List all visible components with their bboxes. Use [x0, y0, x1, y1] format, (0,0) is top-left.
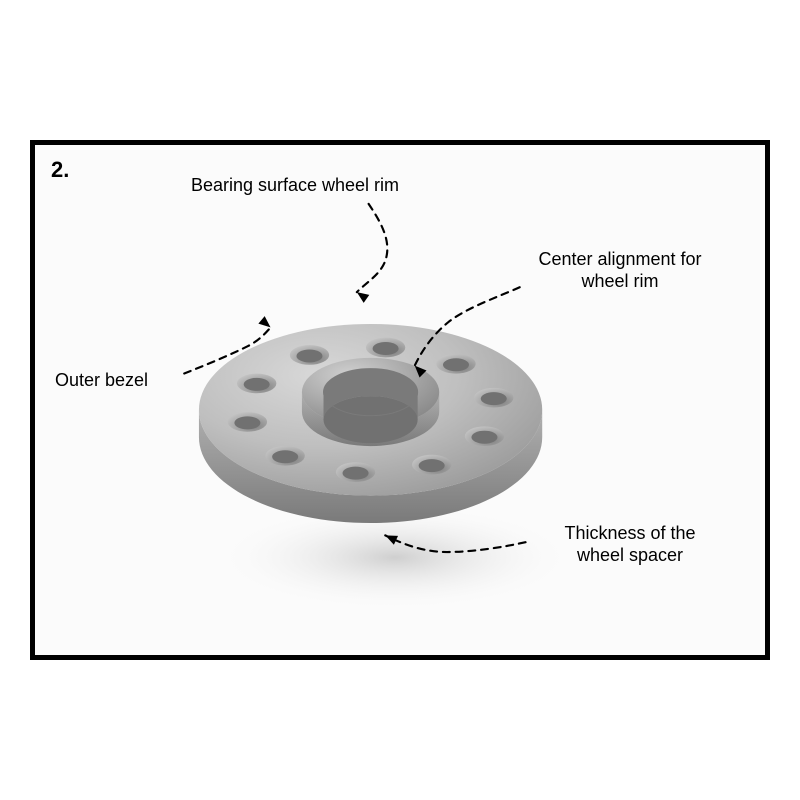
label-center-alignment: Center alignment for wheel rim	[515, 249, 725, 292]
spacer-diagram	[35, 145, 765, 655]
label-thickness-line1: Thickness of the	[564, 523, 695, 543]
label-thickness: Thickness of the wheel spacer	[535, 523, 725, 566]
diagram-frame: 2.	[30, 140, 770, 660]
label-outer-bezel: Outer bezel	[55, 370, 185, 392]
label-bearing-surface-text: Bearing surface wheel rim	[191, 175, 399, 195]
label-thickness-line2: wheel spacer	[577, 545, 683, 565]
label-outer-bezel-text: Outer bezel	[55, 370, 148, 390]
label-center-alignment-line1: Center alignment for	[538, 249, 701, 269]
label-bearing-surface: Bearing surface wheel rim	[165, 175, 425, 197]
label-center-alignment-line2: wheel rim	[581, 271, 658, 291]
